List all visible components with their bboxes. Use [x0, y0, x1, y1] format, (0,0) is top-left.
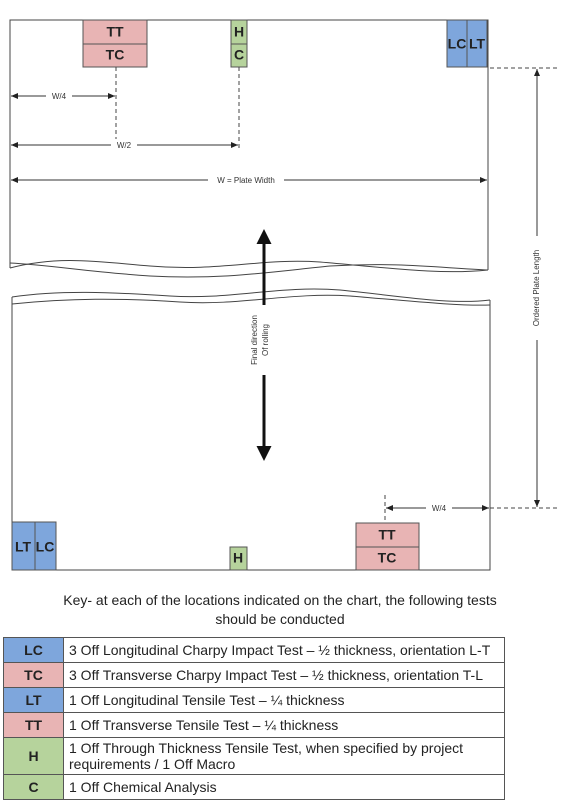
marker-label: H [234, 24, 244, 40]
dimension-arrows [11, 69, 540, 511]
plate-diagram: TT TC H C LC LT W/4 W/2 W = Plate Width … [9, 19, 560, 571]
label-bg [531, 236, 543, 340]
marker-label: TT [106, 24, 124, 40]
key-row: LT 1 Off Longitudinal Tensile Test – ¼ th… [3, 687, 505, 713]
marker-box [355, 546, 420, 571]
marker-box [466, 19, 488, 68]
dimension-label: W = Plate Width [217, 176, 275, 185]
marker-label: LC [36, 539, 55, 555]
key-code: LC [3, 637, 64, 663]
marker-box [82, 19, 148, 45]
reference-lines [115, 67, 560, 523]
marker-label: LT [469, 36, 486, 52]
plate-outline [9, 19, 491, 571]
key-row: TC 3 Off Transverse Charpy Impact Test – … [3, 662, 505, 688]
label-bg [248, 305, 278, 375]
dimension-label: W/2 [117, 141, 132, 150]
label-bg [208, 174, 284, 186]
key-description: 3 Off Transverse Charpy Impact Test – ½ … [63, 662, 505, 688]
label-bg [46, 90, 72, 102]
key-code: TC [3, 662, 64, 688]
label-bg [426, 502, 452, 514]
key-description: 1 Off Longitudinal Tensile Test – ¼ thic… [63, 687, 505, 713]
key-row: TT 1 Off Transverse Tensile Test – ¼ thic… [3, 712, 505, 738]
key-code: C [3, 774, 64, 800]
key-description: 1 Off Chemical Analysis [63, 774, 505, 800]
key-table: LC 3 Off Longitudinal Charpy Impact Test … [3, 637, 505, 800]
marker-label: LT [15, 539, 32, 555]
dimension-label: W/4 [52, 92, 67, 101]
marker-label: TC [106, 47, 125, 63]
marker-box [355, 522, 420, 548]
key-row: LC 3 Off Longitudinal Charpy Impact Test … [3, 637, 505, 663]
rolling-label: Final direction [250, 315, 259, 365]
marker-box [82, 43, 148, 68]
marker-box [34, 521, 57, 571]
key-description: 1 Off Transverse Tensile Test – ¼ thickn… [63, 712, 505, 738]
key-description: 3 Off Longitudinal Charpy Impact Test – … [63, 637, 505, 663]
key-code: LT [3, 687, 64, 713]
dimension-label: W/4 [432, 504, 447, 513]
key-code: H [3, 737, 64, 775]
marker-label: TT [378, 527, 396, 543]
key-code: TT [3, 712, 64, 738]
marker-label: TC [378, 550, 397, 566]
marker-label: LC [448, 36, 467, 52]
rolling-label: Of rolling [261, 324, 270, 356]
marker-label: H [233, 550, 243, 566]
dimension-label: Ordered Plate Length [532, 250, 541, 327]
marker-box [229, 546, 248, 571]
key-heading: Key- at each of the locations indicated … [63, 592, 497, 627]
label-bg [111, 139, 137, 151]
key-description: 1 Off Through Thickness Tensile Test, wh… [63, 737, 505, 775]
marker-label: C [234, 47, 244, 63]
